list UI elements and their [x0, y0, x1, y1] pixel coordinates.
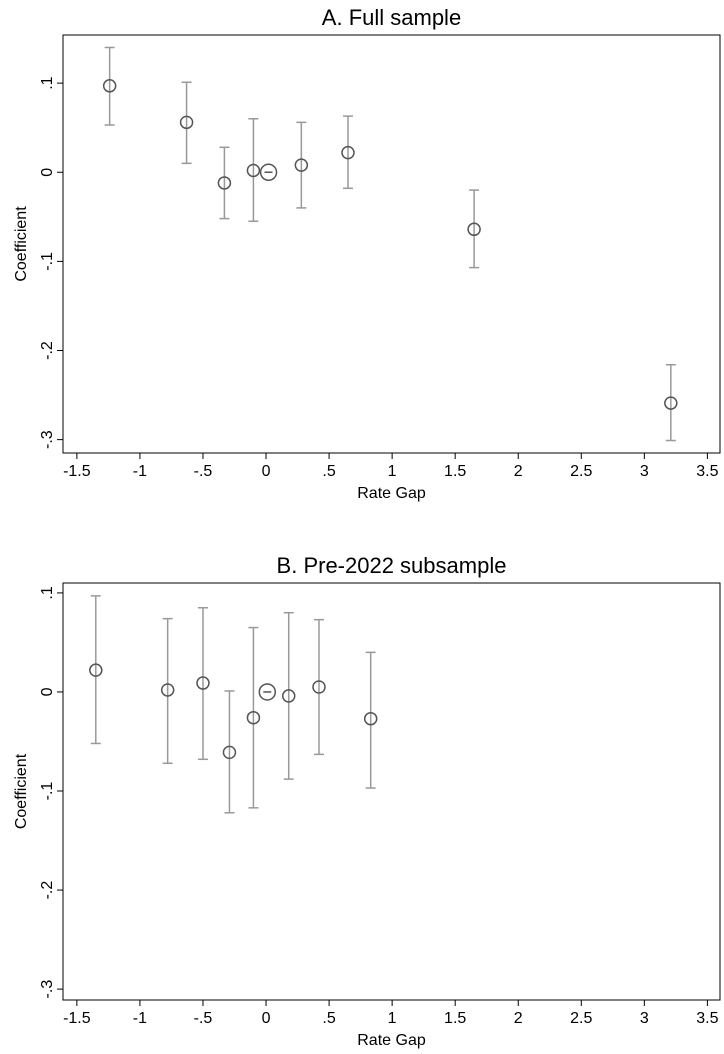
base-point [258, 683, 277, 701]
y-tick-label: -.2 [39, 881, 56, 900]
point [222, 745, 237, 760]
plot-frame [62, 34, 721, 454]
y-axis-label: Coefficient [13, 753, 30, 829]
base-point [259, 163, 278, 182]
x-tick-label: 1 [388, 463, 397, 480]
point [294, 158, 309, 172]
x-tick-label: -.5 [194, 1010, 213, 1027]
y-tick-label: -.1 [39, 252, 56, 271]
x-tick-label: 0 [262, 1010, 271, 1027]
plot-frame [62, 582, 721, 1001]
y-axis-label: Coefficient [13, 206, 30, 282]
point [467, 222, 481, 237]
x-tick-label: 2.5 [570, 463, 592, 480]
point [102, 79, 117, 93]
chart-title: B. Pre-2022 subsample [277, 553, 507, 578]
x-tick-label: -1 [133, 1010, 147, 1027]
point [312, 680, 326, 694]
x-tick-label: -1.5 [63, 1010, 91, 1027]
y-tick-label: 0 [39, 168, 56, 177]
x-tick-label: 0 [262, 463, 271, 480]
x-tick-label: -1.5 [63, 463, 91, 480]
point [246, 710, 261, 725]
x-tick-label: 3.5 [696, 463, 718, 480]
y-tick-label: 0 [39, 687, 56, 696]
point [196, 676, 210, 690]
y-tick-label: .1 [39, 76, 56, 89]
y-tick-label: -.3 [39, 430, 56, 449]
x-tick-label: 1 [388, 1010, 397, 1027]
point [89, 663, 103, 677]
point [179, 115, 194, 130]
point [160, 683, 175, 697]
x-tick-label: .5 [322, 1010, 335, 1027]
x-tick-label: 1.5 [444, 1010, 466, 1027]
point [246, 163, 261, 178]
point [341, 145, 355, 160]
point [664, 396, 678, 410]
x-tick-label: 3 [640, 463, 649, 480]
chart-title: A. Full sample [322, 5, 461, 30]
point [281, 689, 296, 703]
x-axis-label: Rate Gap [357, 485, 426, 502]
x-axis-label: Rate Gap [357, 1032, 426, 1049]
x-tick-label: 2 [514, 1010, 523, 1027]
y-tick-label: .1 [39, 586, 56, 599]
x-tick-label: 1.5 [444, 463, 466, 480]
y-tick-label: -.1 [39, 782, 56, 801]
x-tick-label: 3 [640, 1010, 649, 1027]
point [363, 711, 378, 726]
x-tick-label: 2 [514, 463, 523, 480]
x-tick-label: -1 [133, 463, 147, 480]
y-tick-label: -.2 [39, 341, 56, 360]
x-tick-label: -.5 [194, 463, 213, 480]
x-tick-label: .5 [322, 463, 335, 480]
x-tick-label: 3.5 [696, 1010, 718, 1027]
y-tick-label: -.3 [39, 980, 56, 999]
x-tick-label: 2.5 [570, 1010, 592, 1027]
point [217, 176, 232, 190]
